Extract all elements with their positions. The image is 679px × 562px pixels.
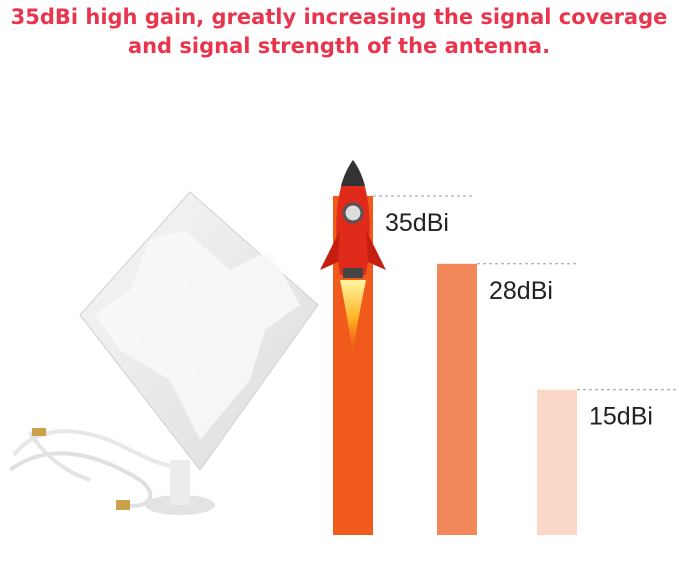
antenna xyxy=(8,191,319,515)
bar xyxy=(437,263,477,535)
rocket xyxy=(320,160,386,360)
title-line: 35dBi high gain, greatly increasing the … xyxy=(11,5,668,29)
bar xyxy=(537,389,577,535)
value-label: 15dBi xyxy=(589,403,653,431)
value-label: 35dBi xyxy=(385,209,449,237)
title-line: and signal strength of the antenna. xyxy=(128,34,550,58)
value-label: 28dBi xyxy=(489,277,553,305)
